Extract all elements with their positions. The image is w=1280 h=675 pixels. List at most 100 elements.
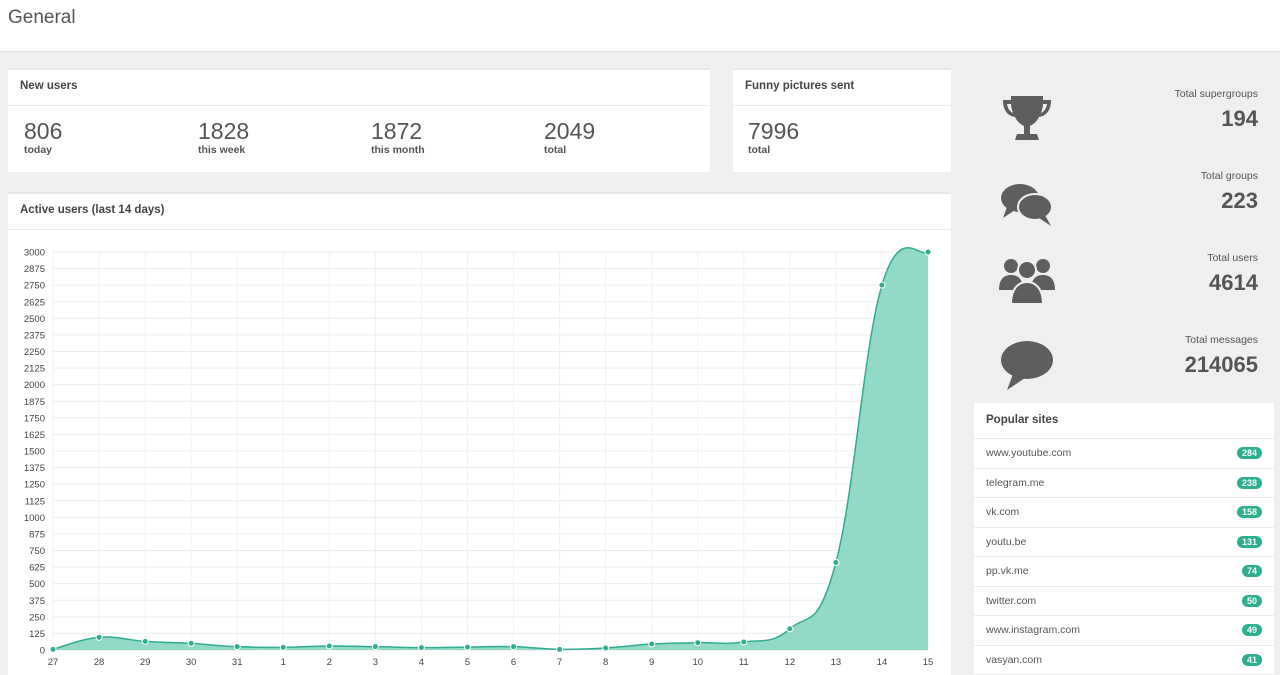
- list-item[interactable]: www.youtube.com 284: [974, 439, 1274, 469]
- stat-month: 1872 this month: [371, 118, 425, 156]
- x-tick-label: 2: [327, 657, 332, 668]
- count-badge: 158: [1236, 506, 1262, 519]
- list-item[interactable]: pp.vk.me 74: [974, 557, 1274, 587]
- summary-label: Total users: [1207, 252, 1258, 264]
- y-tick-label: 1750: [24, 413, 45, 424]
- y-tick-label: 1500: [24, 447, 45, 458]
- data-point: [417, 644, 425, 652]
- stat-label: this week: [198, 144, 246, 156]
- funny-pictures-title: Funny pictures sent: [733, 70, 951, 106]
- data-point: [279, 643, 287, 651]
- list-item[interactable]: twitter.com 50: [974, 587, 1274, 616]
- stat-funny-total: 7996 total: [748, 118, 799, 156]
- x-tick-label: 29: [140, 657, 151, 668]
- list-item[interactable]: youtu.be 131: [974, 528, 1274, 557]
- data-point: [371, 643, 379, 651]
- stat-total: 2049 total: [544, 118, 595, 156]
- y-tick-label: 125: [29, 629, 45, 640]
- x-tick-label: 28: [94, 657, 105, 668]
- summary-column: Total supergroups 194 Total groups 223 T…: [955, 52, 1280, 675]
- x-tick-label: 1: [281, 657, 286, 668]
- stat-label: total: [748, 144, 771, 156]
- site-name: youtu.be: [986, 535, 1027, 548]
- count-badge: 41: [1241, 653, 1262, 666]
- data-point: [786, 625, 794, 633]
- stat-label: this month: [371, 144, 425, 156]
- data-point: [878, 281, 886, 289]
- summary-messages: Total messages 214065: [955, 326, 1280, 408]
- data-point: [832, 558, 840, 566]
- summary-value: 214065: [1184, 352, 1258, 377]
- x-tick-label: 15: [923, 657, 934, 668]
- y-tick-label: 1250: [24, 480, 45, 491]
- data-point: [556, 645, 564, 653]
- summary-label: Total groups: [1200, 170, 1258, 182]
- y-tick-label: 1875: [24, 397, 45, 408]
- x-tick-label: 8: [603, 657, 608, 668]
- site-name: vk.com: [986, 506, 1020, 519]
- x-tick-label: 27: [48, 657, 59, 668]
- summary-label: Total messages: [1185, 334, 1258, 346]
- page-title: General: [8, 7, 76, 28]
- count-badge: 50: [1241, 594, 1262, 607]
- y-tick-label: 1375: [24, 463, 45, 474]
- count-badge: 49: [1241, 624, 1262, 637]
- y-tick-label: 2000: [24, 380, 45, 391]
- series-line: [52, 247, 929, 651]
- y-tick-label: 2250: [24, 347, 45, 358]
- y-tick-label: 3000: [24, 248, 45, 259]
- list-item[interactable]: vk.com 158: [974, 498, 1274, 528]
- stat-value: 2049: [544, 118, 596, 144]
- data-point: [602, 644, 610, 652]
- summary-value: 4614: [1209, 270, 1258, 295]
- funny-pictures-panel: Funny pictures sent 7996 total: [733, 68, 951, 172]
- x-tick-label: 30: [186, 657, 197, 668]
- stat-value: 1828: [198, 118, 250, 144]
- active-users-chart: 0125250375500625750875100011251250137515…: [24, 247, 934, 668]
- list-item[interactable]: telegram.me 238: [974, 469, 1274, 498]
- popular-sites-panel: Popular sites www.youtube.com 284 telegra…: [974, 403, 1274, 675]
- x-tick-label: 14: [877, 657, 888, 668]
- site-name: www.youtube.com: [986, 447, 1072, 460]
- trophy-icon: [1003, 96, 1051, 140]
- count-badge: 284: [1236, 447, 1262, 460]
- site-name: twitter.com: [986, 594, 1037, 607]
- y-tick-label: 1125: [25, 496, 45, 507]
- summary-value: 223: [1221, 188, 1258, 213]
- data-point: [463, 643, 471, 651]
- y-tick-label: 2375: [24, 330, 45, 341]
- list-item[interactable]: www.instagram.com 49: [974, 616, 1274, 646]
- site-name: pp.vk.me: [986, 565, 1029, 578]
- data-point: [740, 638, 748, 646]
- data-point: [325, 642, 333, 650]
- data-point: [95, 633, 103, 641]
- popular-sites-title: Popular sites: [974, 403, 1274, 439]
- chat-bubbles-icon: [1001, 184, 1053, 226]
- stat-value: 7996: [748, 118, 800, 144]
- data-point: [924, 248, 932, 256]
- site-name: www.instagram.com: [986, 624, 1080, 637]
- count-badge: 74: [1241, 565, 1262, 578]
- site-name: telegram.me: [986, 476, 1045, 489]
- stat-value: 1872: [371, 118, 423, 144]
- stat-label: total: [544, 144, 567, 156]
- x-tick-label: 4: [419, 657, 424, 668]
- data-point: [49, 645, 57, 653]
- data-point: [187, 639, 195, 647]
- x-tick-label: 10: [692, 657, 703, 668]
- data-point: [648, 640, 656, 648]
- stat-label: today: [24, 144, 53, 156]
- x-tick-label: 3: [373, 657, 378, 668]
- page-header: General: [0, 0, 1280, 52]
- y-tick-label: 2625: [24, 297, 45, 308]
- summary-label: Total supergroups: [1174, 88, 1258, 100]
- new-users-title: New users: [8, 70, 710, 106]
- y-tick-label: 875: [29, 529, 45, 540]
- list-item[interactable]: vasyan.com 41: [974, 646, 1274, 675]
- summary-value: 194: [1221, 106, 1258, 131]
- stat-week: 1828 this week: [198, 118, 249, 156]
- x-tick-label: 11: [739, 657, 749, 668]
- y-tick-label: 375: [29, 596, 45, 607]
- y-tick-label: 1625: [24, 430, 45, 441]
- x-tick-label: 31: [232, 657, 243, 668]
